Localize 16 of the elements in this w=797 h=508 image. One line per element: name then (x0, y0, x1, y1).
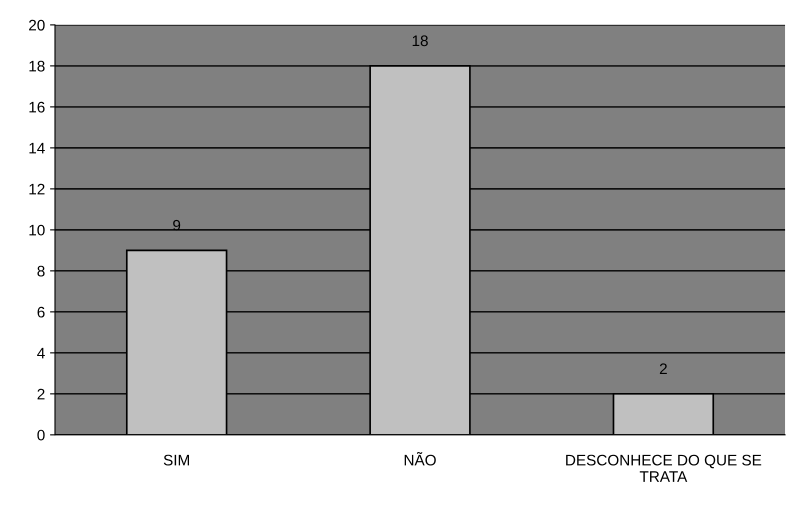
y-tick-label: 12 (29, 184, 45, 194)
data-label: 18 (412, 35, 428, 46)
x-tick-label: SIM (164, 454, 189, 466)
y-tick-label: 8 (37, 266, 45, 277)
y-tick-label: 18 (29, 60, 45, 72)
data-label: 2 (660, 363, 667, 374)
y-tick-label: 16 (29, 102, 45, 113)
y-tick-label: 10 (29, 224, 45, 236)
y-tick-label: 0 (37, 430, 45, 441)
x-tick-label: DESCONHECE DO QUE SE TRATA (566, 454, 762, 482)
y-tick-label: 2 (38, 388, 45, 400)
y-tick-label: 14 (29, 142, 45, 154)
y-tick-label: 20 (29, 20, 45, 31)
y-tick-label: 4 (37, 348, 45, 358)
x-tick-label: NÃO (404, 452, 436, 466)
y-tick-label: 6 (38, 306, 45, 318)
